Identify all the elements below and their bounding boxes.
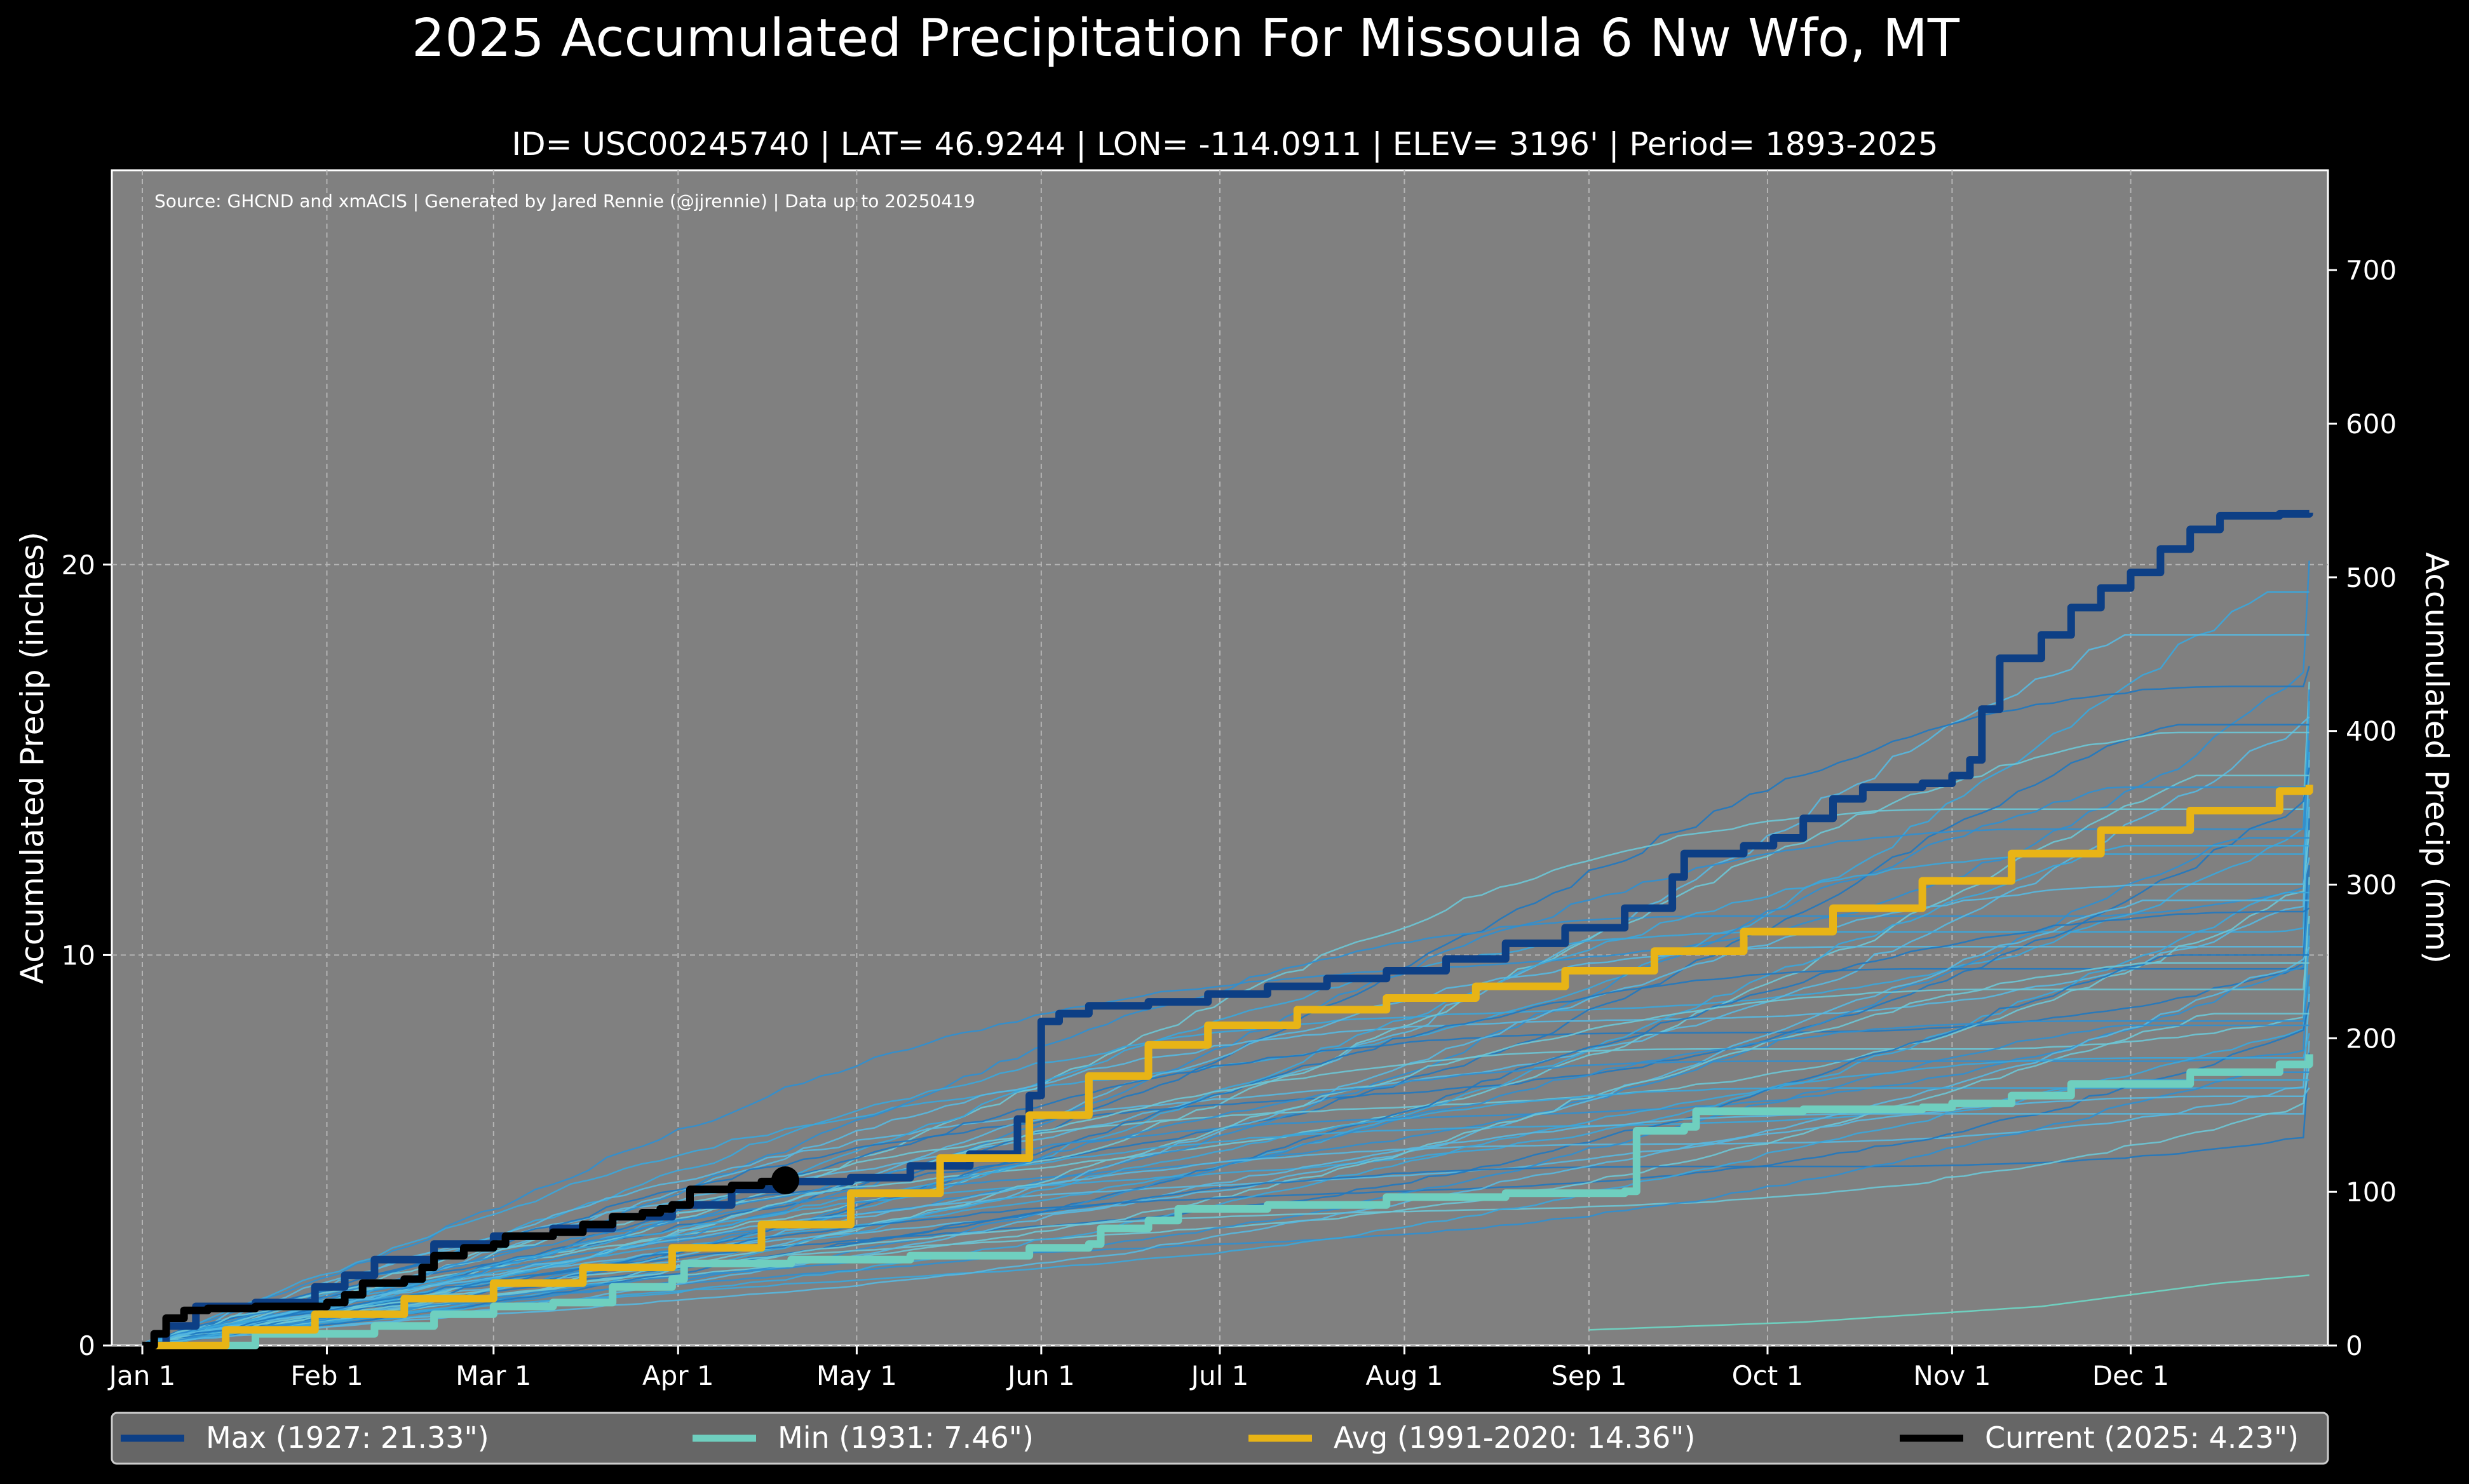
x-tick-label: Jan 1 xyxy=(107,1360,176,1391)
x-tick-label: Mar 1 xyxy=(456,1360,531,1391)
historical-year-line xyxy=(142,1024,2310,1346)
historical-year-line xyxy=(142,752,2310,1345)
y-left-tick-label: 10 xyxy=(62,940,95,971)
y-right-tick-label: 200 xyxy=(2346,1023,2397,1054)
x-tick-label: Sep 1 xyxy=(1551,1360,1627,1391)
historical-year-line xyxy=(142,962,2310,1346)
x-tick-label: Apr 1 xyxy=(642,1360,714,1391)
y-right-tick-label: 400 xyxy=(2346,716,2397,747)
x-tick-label: May 1 xyxy=(816,1360,897,1391)
historical-year-line xyxy=(142,1071,2310,1346)
y-axis-right-label: Accumulated Precip (mm) xyxy=(2418,552,2455,964)
y-axis-left-ticks: 0 10 20 xyxy=(62,550,112,1361)
y-right-tick-label: 0 xyxy=(2346,1330,2363,1361)
x-tick-label: Jun 1 xyxy=(1006,1360,1075,1391)
current-value-marker xyxy=(771,1166,799,1195)
x-tick-label: Nov 1 xyxy=(1913,1360,1991,1391)
y-right-tick-label: 600 xyxy=(2346,408,2397,440)
historical-year-line xyxy=(142,1052,2310,1346)
y-left-tick-label: 20 xyxy=(62,550,95,581)
historical-year-line xyxy=(142,830,2310,1346)
x-tick-label: Dec 1 xyxy=(2092,1360,2169,1391)
historical-year-line xyxy=(142,1087,2310,1346)
series-line-avg-1991-2020 xyxy=(142,785,2313,1349)
y-axis-left-label: Accumulated Precip (inches) xyxy=(14,532,51,984)
x-tick-label: Feb 1 xyxy=(290,1360,363,1391)
historical-year-line xyxy=(142,900,2310,1346)
historical-year-line xyxy=(142,786,2310,1345)
historical-year-lines xyxy=(142,560,2310,1346)
historical-year-line xyxy=(142,947,2310,1346)
legend: Max (1927: 21.33") Min (1931: 7.46") Avg (… xyxy=(121,1420,2299,1455)
x-tick-label: Jul 1 xyxy=(1189,1360,1249,1391)
historical-year-line xyxy=(142,689,2310,1346)
legend-label: Current (2025: 4.23") xyxy=(1985,1420,2299,1455)
legend-label: Min (1931: 7.46") xyxy=(778,1420,1034,1455)
historical-year-line xyxy=(142,994,2310,1346)
y-left-tick-label: 0 xyxy=(78,1330,95,1361)
highlight-series-lines xyxy=(142,509,2313,1349)
gridlines xyxy=(112,170,2328,1346)
chart-title: 2025 Accumulated Precipitation For Misso… xyxy=(412,8,1960,69)
x-tick-label: Aug 1 xyxy=(1365,1360,1443,1391)
series-line-current-2025 xyxy=(142,1177,789,1349)
historical-year-line xyxy=(142,974,2310,1346)
current-marker-group xyxy=(771,1166,799,1195)
series-line-min-1931 xyxy=(142,1054,2313,1349)
historical-year-line xyxy=(142,1064,2310,1346)
historical-year-line xyxy=(142,884,2310,1346)
legend-label: Avg (1991-2020: 14.36") xyxy=(1334,1420,1695,1455)
y-right-tick-label: 700 xyxy=(2346,255,2397,286)
legend-box xyxy=(111,1412,2329,1465)
y-axis-right-ticks: 0 100 200 300 400 500 600 700 xyxy=(2328,255,2397,1361)
chart-subtitle: ID= USC00245740 | LAT= 46.9244 | LON= -1… xyxy=(511,126,1938,163)
y-right-tick-label: 500 xyxy=(2346,562,2397,593)
historical-year-line xyxy=(1588,1274,2310,1331)
y-right-tick-label: 100 xyxy=(2346,1177,2397,1208)
source-annotation: Source: GHCND and xmACIS | Generated by … xyxy=(154,191,975,212)
x-tick-label: Oct 1 xyxy=(1732,1360,1804,1391)
y-right-tick-label: 300 xyxy=(2346,870,2397,901)
historical-year-line xyxy=(142,591,2310,1345)
x-axis-ticks: Jan 1 Feb 1 Mar 1 Apr 1 May 1 Jun 1 Jul 1 Aug 1… xyxy=(107,1346,2169,1391)
legend-label: Max (1927: 21.33") xyxy=(206,1420,489,1455)
